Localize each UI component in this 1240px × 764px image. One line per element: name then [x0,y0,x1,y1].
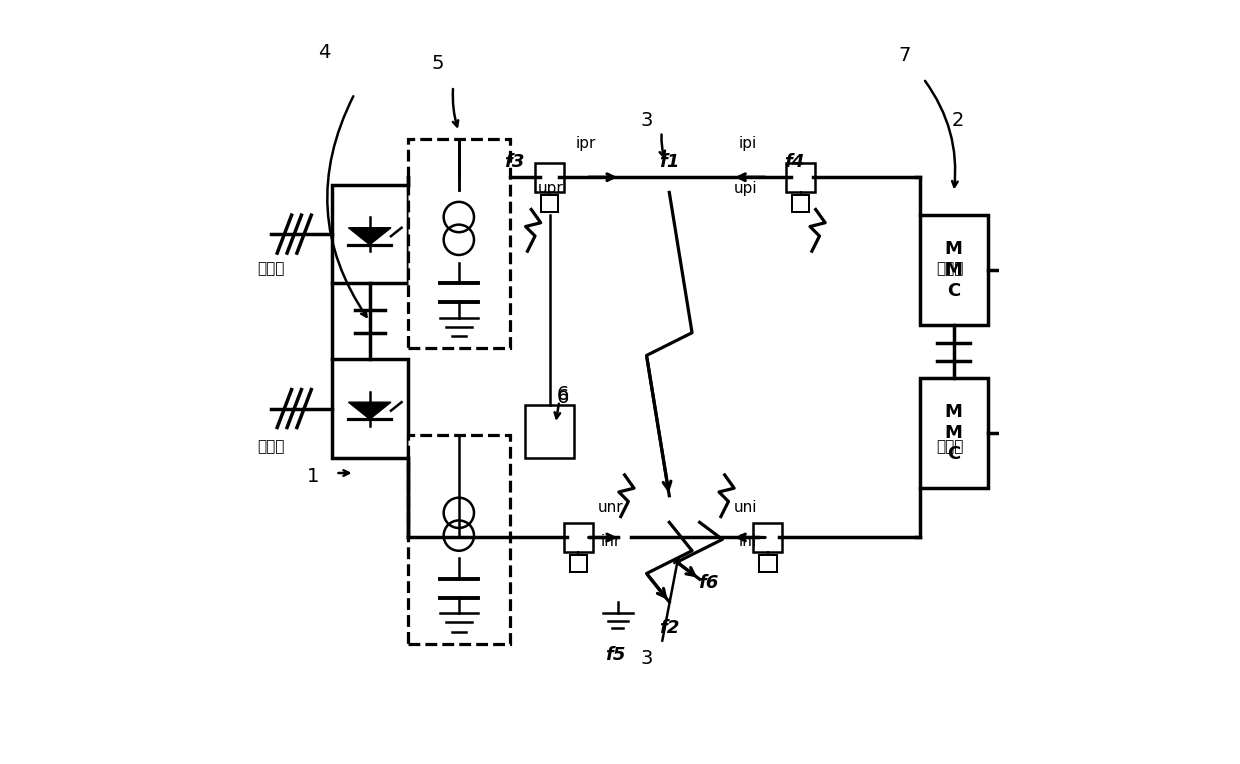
Text: 4: 4 [317,43,330,62]
Text: ini: ini [738,534,756,549]
Text: 交流侧: 交流侧 [258,439,285,454]
Text: 交流侧: 交流侧 [936,439,963,454]
Text: 2: 2 [951,111,963,130]
Text: f4: f4 [784,153,805,171]
Text: f5: f5 [605,646,626,664]
Text: upr: upr [537,181,563,196]
Text: ipi: ipi [738,135,756,151]
Bar [332,359,408,458]
Text: upi: upi [733,181,756,196]
Text: unr: unr [598,500,624,515]
Text: f2: f2 [660,620,680,637]
Text: ipr: ipr [575,135,596,151]
Bar [920,378,988,488]
Text: M
M
C: M M C [945,241,962,300]
Bar [534,163,564,192]
Text: 7: 7 [898,47,910,66]
Text: 3: 3 [640,111,652,130]
Bar [332,185,408,283]
Text: 5: 5 [432,54,444,73]
Bar [569,555,587,572]
Bar [541,195,558,212]
Text: 6: 6 [557,387,569,406]
Bar [754,523,782,552]
Polygon shape [348,402,391,419]
Text: 6: 6 [557,385,569,404]
Text: 交流侧: 交流侧 [936,261,963,276]
Bar [786,163,815,192]
Text: 交流侧: 交流侧 [258,261,285,276]
Bar [792,195,810,212]
Text: M
M
C: M M C [945,403,962,463]
Text: f1: f1 [660,153,680,171]
Text: uni: uni [733,500,756,515]
Text: 1: 1 [306,468,319,487]
Bar [408,139,510,348]
Bar [920,215,988,325]
Text: f3: f3 [503,153,525,171]
Polygon shape [348,228,391,244]
Bar [564,523,593,552]
Bar [526,405,574,458]
Bar [408,435,510,643]
Text: f6: f6 [698,574,719,592]
Bar [759,555,776,572]
Text: inr: inr [600,534,621,549]
Text: 3: 3 [640,649,652,668]
